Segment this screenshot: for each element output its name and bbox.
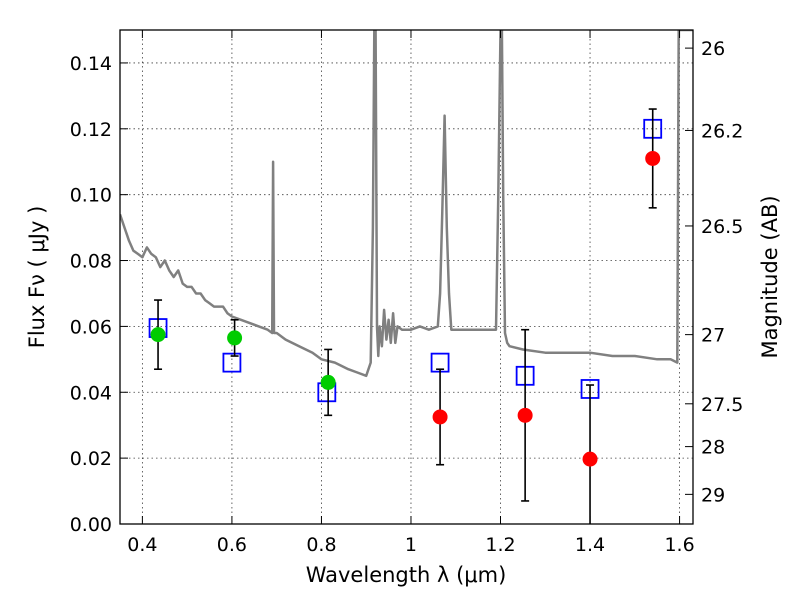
- y-axis-label: Flux Fν ( μJy ): [25, 206, 49, 349]
- right-tick-label: 26.5: [701, 216, 743, 238]
- right-tick-label: 26: [701, 38, 725, 60]
- y-tick-label: 0.08: [70, 251, 112, 273]
- green-data-point: [227, 330, 243, 346]
- x-tick-label: 1.2: [485, 534, 515, 556]
- y-axis-right-label: Magnitude (AB): [758, 195, 782, 358]
- x-tick-label: 0.6: [217, 534, 247, 556]
- y-tick-label: 0.02: [70, 448, 112, 470]
- x-tick-label: 0.8: [306, 534, 336, 556]
- y-tick-label: 0.06: [70, 316, 112, 338]
- ticks: 0.4 0.6 0.8 1 1.2 1.4 1.6 0.00 0.02 0.04 0.06 0.08 0…: [70, 30, 743, 556]
- x-axis-label: Wavelength λ (μm): [306, 563, 507, 587]
- y-tick-label: 0.10: [70, 185, 112, 207]
- right-tick-label: 27.5: [701, 394, 743, 416]
- y-tick-label: 0.14: [70, 53, 112, 75]
- grid: [120, 30, 693, 525]
- plot-area: [120, 30, 693, 524]
- green-data-point: [320, 374, 336, 390]
- right-tick-label: 29: [701, 484, 725, 506]
- red-data-point: [432, 409, 448, 425]
- x-tick-label: 1: [405, 534, 417, 556]
- model-square-marker: [222, 352, 242, 373]
- x-tick-label: 1.6: [664, 534, 694, 556]
- plot-frame: [119, 29, 694, 525]
- right-tick-label: 28: [701, 437, 725, 459]
- y-tick-label: 0.04: [70, 382, 112, 404]
- y-tick-label: 0.12: [70, 119, 112, 141]
- x-tick-label: 0.4: [127, 534, 157, 556]
- right-tick-label: 27: [701, 325, 725, 347]
- y-tick-label: 0.00: [70, 514, 112, 536]
- spectrum-line: [120, 30, 693, 378]
- right-tick-label: 26.2: [701, 120, 743, 142]
- red-data-point: [582, 451, 598, 467]
- red-data-point: [645, 150, 661, 166]
- x-tick-label: 1.4: [575, 534, 605, 556]
- red-data-point: [517, 407, 533, 423]
- green-data-point: [150, 327, 166, 343]
